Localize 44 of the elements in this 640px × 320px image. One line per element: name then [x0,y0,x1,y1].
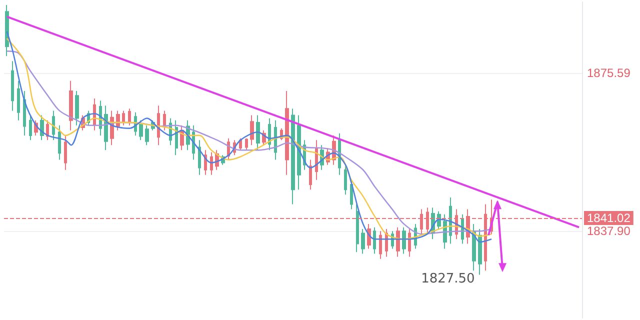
candlestick [239,138,242,151]
candlestick [128,108,131,126]
candlestick [443,214,447,250]
candlestick [379,230,382,260]
candlestick [256,114,260,151]
candlestick [104,105,108,151]
candlestick [11,60,14,112]
candlestick [122,110,125,126]
candlestick [210,152,213,176]
candlestick [64,134,67,170]
candlestick [245,138,248,151]
candlestick [396,226,400,258]
candlestick [402,226,406,254]
annotation: 1827.50 [421,271,475,286]
candlestick [139,120,143,141]
candlestick [69,80,73,131]
y-tick-label: 1837.90 [587,224,631,238]
candlestick [361,228,365,254]
candlestick [285,90,289,176]
candlestick [478,228,482,276]
candlestick [23,90,26,136]
candlestick [40,114,44,141]
candlestick [145,124,149,146]
candlestick [344,164,347,196]
candlestick [75,90,79,126]
y-tick-label: 1875.59 [587,66,631,80]
candlestick [373,226,376,254]
candlestick [52,110,55,141]
candlestick [350,179,353,210]
candlestick [250,114,254,146]
candlestick [408,228,411,258]
candlestick [116,110,120,131]
candlestick [163,110,166,131]
candlestick [297,114,301,190]
candlestick [192,124,195,160]
ref-line-label: 1841.02 [587,211,631,226]
candlestick [356,204,359,253]
candlestick [198,140,201,176]
candlestick [309,159,312,190]
candlestick [17,80,20,121]
candlestick [58,124,61,160]
candlestick [291,108,295,205]
candlestick [29,114,32,141]
candlestick [46,120,49,141]
